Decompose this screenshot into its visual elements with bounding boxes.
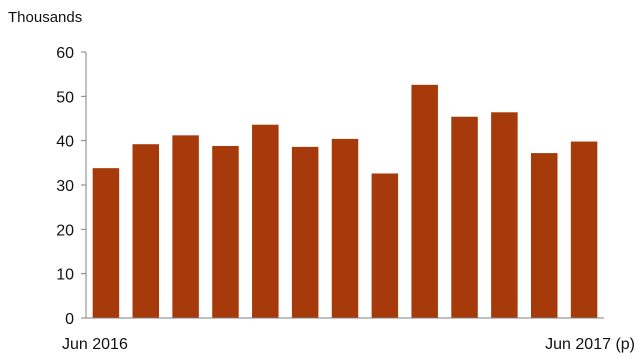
bar bbox=[172, 135, 199, 318]
bar bbox=[331, 138, 359, 318]
bar bbox=[132, 144, 160, 318]
y-tick-label: 60 bbox=[56, 45, 74, 62]
bar bbox=[252, 124, 279, 318]
bars bbox=[92, 84, 598, 318]
y-tick-label: 0 bbox=[65, 311, 74, 328]
bar bbox=[530, 153, 558, 318]
y-axis: 0 10 20 30 40 50 60 bbox=[56, 45, 87, 328]
x-axis: Jun 2016 Jun 2017 (p) bbox=[62, 317, 635, 353]
bar bbox=[92, 168, 120, 318]
bar bbox=[212, 145, 239, 318]
bar bbox=[451, 116, 478, 318]
y-axis-unit-label: Thousands bbox=[8, 9, 82, 26]
bar bbox=[371, 173, 399, 318]
bar bbox=[491, 112, 518, 318]
bar bbox=[570, 141, 598, 318]
y-tick-label: 30 bbox=[56, 178, 74, 195]
y-tick-label: 50 bbox=[56, 89, 74, 106]
bar bbox=[291, 146, 319, 318]
x-tick-label: Jun 2017 (p) bbox=[545, 336, 635, 353]
y-tick-label: 10 bbox=[56, 267, 74, 284]
y-tick-label: 20 bbox=[56, 222, 74, 239]
x-tick-label: Jun 2016 bbox=[62, 336, 128, 353]
y-tick-label: 40 bbox=[56, 134, 74, 151]
bar bbox=[411, 84, 438, 318]
